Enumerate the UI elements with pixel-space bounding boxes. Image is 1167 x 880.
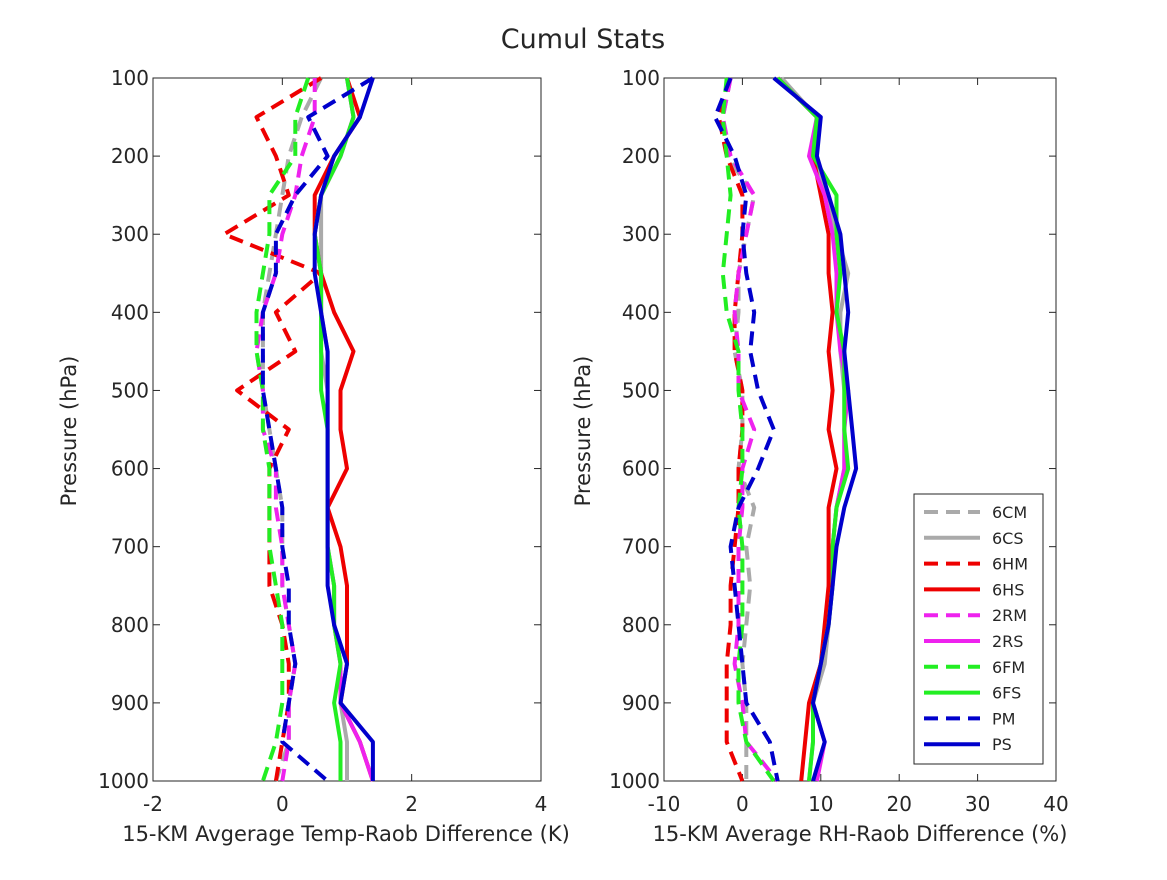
left-series-pm-line [260,76,374,783]
left-x-axis-label: 15-KM Avgerage Temp-Raob Difference (K) [122,822,570,846]
right-y-tick-label: 700 [622,535,660,559]
right-x-tick-label: 10 [808,792,833,816]
left-panel: 15-KM Avgerage Temp-Raob Difference (K) … [57,66,570,846]
left-x-tick-label: 2 [405,792,418,816]
right-x-tick-label: 40 [1043,792,1068,816]
legend-label-pm: PM [992,709,1015,728]
legend-label-ps: PS [992,735,1012,754]
right-axes-frame [663,77,1057,782]
right-x-tick-label: -10 [648,792,681,816]
right-y-tick-label: 100 [622,66,660,90]
left-series-6fm-line [254,77,311,782]
legend-label-2rm: 2RM [992,606,1027,625]
legend-label-6fs: 6FS [992,684,1021,703]
legend-label-6fm: 6FM [992,658,1025,677]
left-y-tick-label: 300 [111,222,149,246]
right-x-tick-label: 0 [736,792,749,816]
right-y-tick-label: 500 [622,378,660,402]
right-y-tick-label: 200 [622,144,660,168]
legend-label-2rs: 2RS [992,632,1023,651]
left-y-tick-label: 700 [111,535,149,559]
legend-label-6hm: 6HM [992,555,1028,574]
right-x-tick-label: 30 [965,792,990,816]
legend-label-6cm: 6CM [992,503,1027,522]
right-y-tick-label: 400 [622,300,660,324]
legend: 6CM 6CS 6HM 6HS 2RM 2RS 6FM 6FS PM PS [913,493,1044,765]
left-series-ps-line [312,77,375,781]
legend-box [913,493,1044,765]
left-y-tick-label: 800 [111,613,149,637]
left-y-tick-label: 400 [111,300,149,324]
right-y-tick-label: 900 [622,691,660,715]
right-series-ps-line [772,76,859,782]
left-x-tick-label: 0 [276,792,289,816]
right-y-axis-label: Pressure (hPa) [571,356,595,507]
right-series-2rm-line [720,77,780,783]
legend-label-6hs: 6HS [992,580,1024,599]
chart-title: Cumul Stats [501,24,665,55]
left-y-tick-label: 200 [111,144,149,168]
right-x-axis-label: 15-KM Average RH-Raob Difference (%) [653,822,1068,846]
left-y-tick-label: 600 [111,457,149,481]
left-y-axis-label: Pressure (hPa) [57,356,81,507]
left-y-tick-label: 500 [111,378,149,402]
left-x-tick-label: 4 [535,792,548,816]
right-y-tick-label: 800 [622,613,660,637]
left-y-tick-label: 900 [111,691,149,715]
right-panel: 15-KM Average RH-Raob Difference (%) Pre… [571,66,1069,846]
left-x-tick-label: -2 [143,792,163,816]
legend-label-6cs: 6CS [992,529,1024,548]
right-y-tick-label: 300 [622,222,660,246]
left-y-tick-label: 1000 [98,769,149,793]
left-series-6hm-line [222,76,324,782]
right-y-tick-label: 600 [622,457,660,481]
right-y-tick-label: 1000 [609,769,660,793]
left-y-tick-label: 100 [111,66,149,90]
right-x-tick-label: 20 [886,792,911,816]
right-series-6fm-line [720,77,776,783]
